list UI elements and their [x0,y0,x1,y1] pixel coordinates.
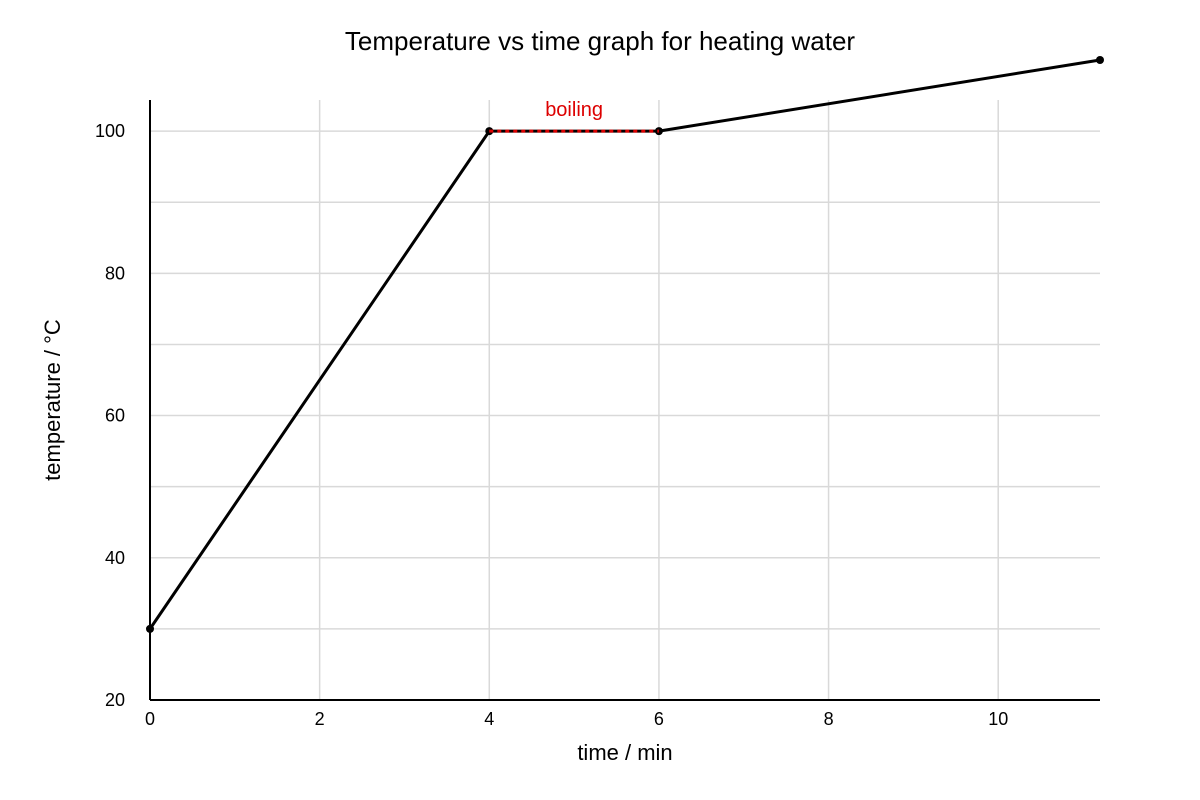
x-tick-label: 10 [988,709,1008,729]
y-tick-label: 80 [105,263,125,283]
x-tick-label: 4 [484,709,494,729]
x-tick-label: 0 [145,709,155,729]
tick-labels: 0 2 4 6 8 10 20 40 60 80 100 [95,121,1008,729]
chart-title: Temperature vs time graph for heating wa… [345,26,855,56]
x-axis-title: time / min [577,740,672,765]
series-layer [146,56,1104,633]
series-line [148,58,1101,630]
y-tick-label: 100 [95,121,125,141]
gridlines [150,100,1100,700]
x-tick-label: 6 [654,709,664,729]
annotation-layer: boiling [545,99,603,121]
y-tick-label: 40 [105,548,125,568]
y-tick-label: 60 [105,406,125,426]
y-axis-title: temperature / °C [40,319,65,481]
boiling-label: boiling [545,99,603,121]
x-tick-label: 8 [824,709,834,729]
data-point [1096,56,1104,64]
y-tick-label: 20 [105,690,125,710]
x-tick-label: 2 [315,709,325,729]
